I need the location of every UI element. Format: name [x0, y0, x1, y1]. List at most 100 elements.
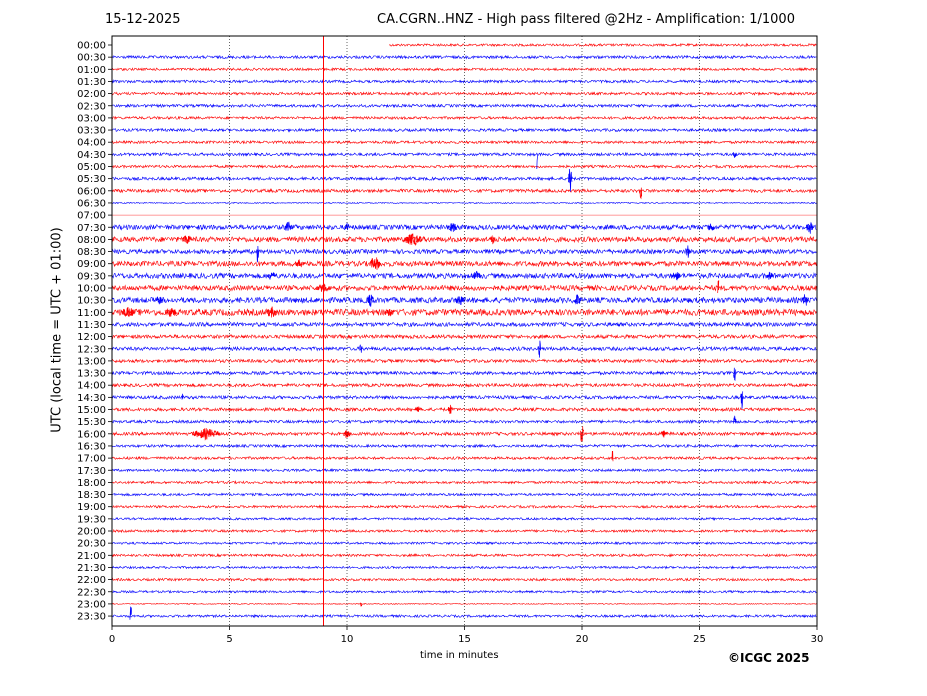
- trace-1830: [112, 492, 817, 497]
- y-tick-label: 15:30: [77, 417, 106, 428]
- y-tick-label: 20:00: [77, 527, 106, 538]
- trace-1800: [112, 480, 817, 485]
- y-tick-label: 21:30: [77, 563, 106, 574]
- trace-0830: [112, 248, 817, 255]
- y-tick-label: 21:00: [77, 551, 106, 562]
- trace-1200: [112, 333, 817, 340]
- trace-2100: [112, 553, 817, 558]
- y-tick-label: 17:30: [77, 466, 106, 477]
- event-mark: [267, 272, 276, 280]
- event-mark: [579, 426, 585, 442]
- event-mark: [294, 259, 305, 268]
- y-tick-label: 12:30: [77, 344, 106, 355]
- y-tick-label: 03:30: [77, 126, 106, 137]
- event-mark: [121, 306, 136, 318]
- trace-0600: [112, 188, 817, 194]
- trace-0000: [389, 42, 817, 48]
- y-tick-label: 18:30: [77, 490, 106, 501]
- y-tick-label: 00:00: [77, 41, 106, 52]
- trace-1100: [112, 308, 817, 317]
- x-tick-label: 0: [109, 634, 115, 645]
- event-mark: [403, 233, 423, 247]
- y-tick-label: 10:00: [77, 284, 106, 295]
- x-tick-label: 10: [341, 634, 354, 645]
- y-tick-label: 07:30: [77, 223, 106, 234]
- y-tick-label: 17:00: [77, 454, 106, 465]
- y-tick-label: 01:30: [77, 77, 106, 88]
- y-tick-label: 18:00: [77, 478, 106, 489]
- event-mark: [489, 234, 496, 245]
- trace-1730: [112, 467, 817, 473]
- event-mark: [182, 235, 192, 244]
- event-mark: [284, 221, 293, 231]
- trace-2000: [112, 528, 817, 534]
- y-tick-label: 12:00: [77, 332, 106, 343]
- x-tick-label: 25: [693, 634, 706, 645]
- event-mark: [414, 406, 421, 412]
- trace-0030: [112, 54, 817, 60]
- event-mark: [639, 187, 643, 200]
- event-mark: [573, 294, 582, 305]
- y-tick-label: 19:30: [77, 514, 106, 525]
- trace-1900: [112, 504, 817, 510]
- chart-title: CA.CGRN..HNZ - High pass filtered @2Hz -…: [377, 12, 795, 27]
- trace-1630: [112, 443, 817, 449]
- y-tick-label: 07:00: [77, 211, 106, 222]
- event-mark: [806, 221, 814, 234]
- event-mark: [316, 283, 331, 293]
- event-mark: [366, 294, 375, 307]
- y-tick-label: 22:30: [77, 587, 106, 598]
- trace-0300: [112, 115, 817, 121]
- grid-layer: [229, 36, 700, 626]
- y-axis-label: UTC (local time = UTC + 01:00): [49, 227, 65, 433]
- y-tick-label: 20:30: [77, 539, 106, 550]
- y-tick-label: 00:30: [77, 53, 106, 64]
- trace-1330: [112, 370, 817, 376]
- trace-0530: [112, 175, 817, 182]
- y-tick-label: 11:00: [77, 308, 106, 319]
- event-mark: [471, 270, 482, 279]
- trace-1300: [112, 358, 817, 364]
- y-tick-label: 16:30: [77, 441, 106, 452]
- trace-1130: [112, 321, 817, 328]
- y-tick-label: 16:00: [77, 429, 106, 440]
- y-tick-label: 15:00: [77, 405, 106, 416]
- y-tick-label: 05:30: [77, 174, 106, 185]
- trace-1530: [112, 419, 817, 425]
- y-tick-label: 08:30: [77, 247, 106, 258]
- x-axis-label: time in minutes: [420, 650, 499, 661]
- event-layer: [121, 36, 814, 626]
- event-mark: [568, 169, 573, 192]
- trace-1000: [112, 284, 817, 292]
- trace-0500: [112, 164, 817, 169]
- y-tick-label: 03:00: [77, 113, 106, 124]
- event-mark: [447, 404, 453, 414]
- y-tick-label: 06:30: [77, 198, 106, 209]
- x-tick-label: 30: [811, 634, 824, 645]
- y-tick-label: 01:00: [77, 65, 106, 76]
- event-mark: [256, 245, 259, 263]
- y-tick-label: 13:30: [77, 369, 106, 380]
- event-mark: [455, 296, 465, 305]
- y-tick-label: 09:30: [77, 271, 106, 282]
- y-tick-label: 19:00: [77, 502, 106, 513]
- y-tick-label: 08:00: [77, 235, 106, 246]
- event-mark: [717, 280, 720, 293]
- event-mark: [359, 602, 363, 607]
- x-tick-label: 15: [458, 634, 471, 645]
- event-mark: [447, 223, 458, 232]
- y-tick-label: 05:00: [77, 162, 106, 173]
- event-mark: [733, 367, 737, 382]
- event-mark: [740, 391, 744, 409]
- event-mark: [766, 271, 774, 280]
- y-tick-label: 04:00: [77, 138, 106, 149]
- y-tick-label: 02:00: [77, 89, 106, 100]
- y-tick-label: 04:30: [77, 150, 106, 161]
- event-mark: [707, 223, 715, 231]
- event-mark: [359, 344, 363, 353]
- y-tick-label: 02:30: [77, 101, 106, 112]
- event-mark: [384, 309, 395, 317]
- date-label: 15-12-2025: [105, 12, 181, 27]
